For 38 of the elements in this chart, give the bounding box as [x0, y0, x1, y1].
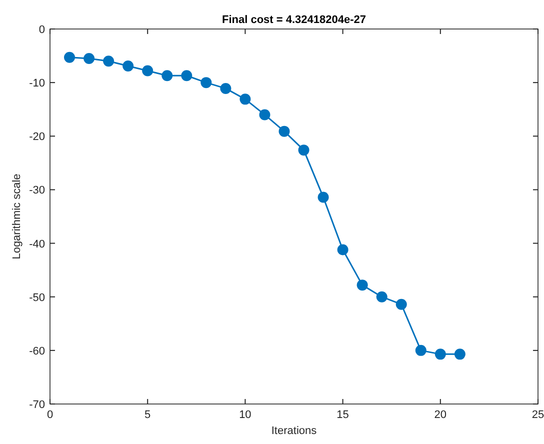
point — [122, 60, 134, 72]
chart-title: Final cost = 4.32418204e-27 — [222, 14, 366, 26]
x-tick-label: 5 — [144, 409, 151, 421]
y-tick-label: 0 — [38, 24, 45, 36]
y-tick-label: -40 — [29, 238, 45, 250]
point — [220, 82, 232, 94]
x-axis-title: Iterations — [271, 425, 318, 437]
point — [298, 144, 310, 156]
y-tick-label: -50 — [29, 292, 45, 304]
y-tick-label: -10 — [29, 78, 45, 90]
y-tick-label: -20 — [29, 131, 45, 144]
point — [181, 70, 192, 82]
point — [240, 94, 251, 105]
y-tick-label: -60 — [29, 345, 45, 358]
y-axis-title: Logarithmic scale — [11, 174, 23, 260]
x-tick-label: 10 — [239, 409, 252, 421]
point — [103, 56, 114, 67]
point — [356, 280, 368, 291]
point — [142, 65, 154, 76]
point — [64, 52, 76, 63]
x-tick-label: 15 — [336, 409, 349, 421]
point — [396, 298, 407, 310]
point — [278, 126, 290, 137]
x-tick-label: 25 — [532, 409, 544, 421]
x-tick-label: 20 — [434, 409, 447, 421]
point — [454, 348, 466, 360]
point — [337, 244, 348, 256]
y-tick-label: -30 — [29, 184, 45, 197]
point — [415, 344, 426, 356]
point — [259, 109, 270, 120]
point — [376, 291, 388, 302]
point — [318, 192, 329, 203]
point — [200, 77, 212, 88]
point — [162, 70, 173, 82]
y-tick-label: -70 — [29, 399, 45, 411]
point — [434, 348, 446, 360]
x-tick-label: 0 — [46, 409, 54, 421]
point — [84, 52, 95, 64]
